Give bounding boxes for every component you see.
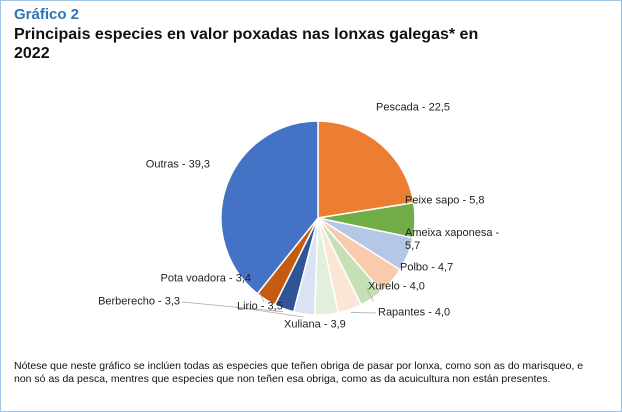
data-label: Xuliana - 3,9	[284, 318, 346, 331]
data-label: Lirio - 3,5	[237, 300, 283, 313]
data-label: Outras - 39,3	[145, 158, 210, 171]
data-label: Pota voadora - 3,4	[160, 272, 251, 285]
leader-line	[234, 306, 304, 318]
data-label: Pescada - 22,5	[376, 101, 450, 114]
leader-line	[181, 301, 284, 313]
data-label: Ameixa xaponesa - 5,7	[405, 227, 500, 252]
data-label: Peixe sapo - 5,8	[405, 194, 485, 207]
data-label: Berberecho - 3,3	[98, 295, 180, 308]
chart-title: Principais especies en valor poxadas nas…	[14, 26, 479, 62]
leader-line	[365, 286, 374, 302]
footnote: Nótese que neste gráfico se inclúen toda…	[14, 360, 584, 385]
pie-slice	[317, 120, 415, 219]
data-label: Rapantes - 4,0	[378, 306, 451, 319]
data-label: Xurelo - 4,0	[368, 280, 425, 293]
data-label: Polbo - 4,7	[400, 261, 454, 274]
pie-slice	[220, 120, 319, 295]
chart-kicker: Gráfico 2	[14, 6, 80, 23]
leader-line	[350, 312, 377, 314]
